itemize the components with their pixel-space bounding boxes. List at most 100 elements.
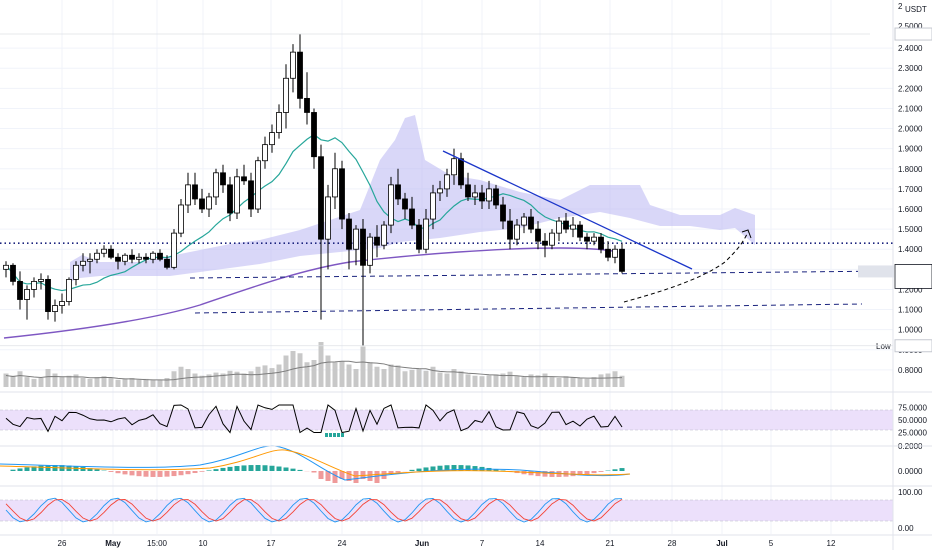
candle [479,184,485,209]
candle-body [619,248,625,272]
candle-body [10,264,16,282]
candle [304,72,310,125]
candle [157,249,163,262]
candle-body [465,184,471,198]
volume-bar [584,378,590,387]
volume-bar [143,378,149,387]
candle-body [437,188,443,194]
candle [59,293,65,314]
macd-line [0,445,631,481]
volume-bar [45,369,51,387]
macd-bar [206,470,212,471]
macd-bar [528,471,534,476]
rsi-marker [341,433,344,437]
candle-body [157,252,163,260]
candle-body [108,248,114,258]
candle [465,172,471,201]
candle [339,160,345,230]
candle-body [332,168,338,198]
candle-body [528,216,534,230]
macd-bar [213,469,219,471]
price-tick-label: 2.5000 [898,22,923,31]
volume-bar [73,374,79,387]
volume-bar [605,373,611,387]
candle-body [241,176,247,182]
candle [381,221,387,250]
candle [521,213,527,234]
candle-body [206,196,212,210]
macd-bar [500,470,506,471]
volume-bar [598,374,604,387]
volume-bar [346,364,352,387]
candle [612,245,618,264]
volume-bar [24,377,30,387]
macd-bar [255,465,261,471]
candle [178,198,184,238]
price-tick-label: 2.4000 [898,44,923,53]
volume-bar [38,378,44,387]
candle-body [199,198,205,210]
candle-body [178,204,184,234]
rsi-marker [333,433,336,437]
candle [122,253,128,266]
macd-bar [598,471,604,472]
macd-bar [458,465,464,471]
volume-bar [101,376,107,387]
candle-body [164,258,170,268]
candle [577,221,583,242]
macd-bar [409,469,415,471]
rsi-tick-label: 50.0000 [898,416,927,425]
candle-body [598,236,604,250]
macd-bar [108,471,114,472]
macd-bar [339,471,345,479]
candle [94,249,100,264]
volume-bar [87,378,93,387]
candle-body [325,196,331,240]
volume-bar [129,378,135,387]
macd-bar [45,465,51,471]
candle [346,213,352,270]
volume-bar [374,366,380,387]
volume-bar [220,373,226,387]
candle [570,217,576,238]
volume-bar [304,362,310,387]
macd-bar [178,471,184,476]
volume-bar [591,377,597,387]
macd-histogram [10,465,625,483]
rsi-tick-label: 25.0000 [898,429,927,438]
volume-bar [332,362,338,387]
volume-bar [451,369,457,387]
macd-bar [94,469,100,471]
price-tick-label: 1.5000 [898,225,923,234]
price-tick-label: 1.9000 [898,145,923,154]
macd-bar [262,465,268,471]
candle [290,44,296,93]
candle-body [584,236,590,242]
macd-bar [311,471,317,473]
candle [416,219,422,254]
candle [276,104,282,139]
macd-bar [353,471,359,483]
time-tick-label: 28 [668,539,677,548]
volume-bar [150,380,156,387]
time-tick-label: 10 [199,539,208,548]
candle-body [87,258,93,262]
price-tick-label: 2.3000 [898,64,923,73]
candle-body [101,248,107,254]
volume-bar [500,373,506,387]
candle-body [185,184,191,206]
candle-body [136,256,142,260]
volume-bar [325,355,331,387]
candle-body [416,224,422,250]
candle [395,168,401,205]
volume-bar [227,370,233,387]
candle-body [402,198,408,210]
candle-body [409,208,415,226]
volume-bar [80,378,86,387]
candle [171,229,177,270]
price-tick-label: 1.6000 [898,205,923,214]
stoch-d-line [5,498,623,522]
macd-bar [234,466,240,471]
